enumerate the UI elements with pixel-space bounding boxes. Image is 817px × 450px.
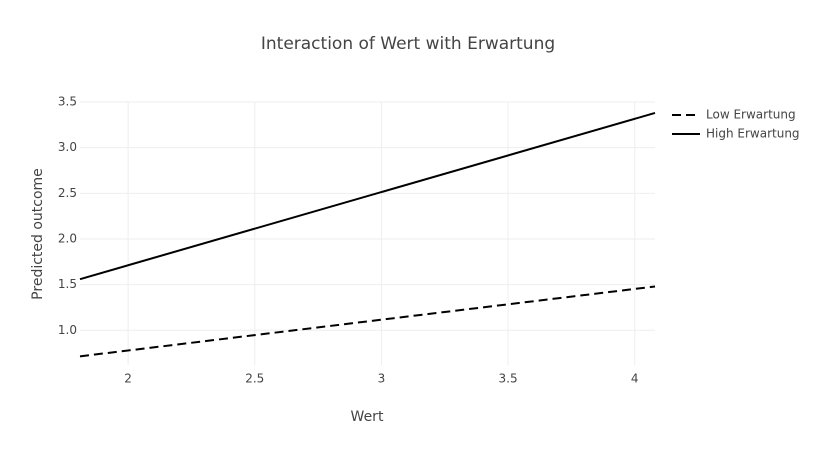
- y-tick-label: 1.0: [58, 323, 77, 337]
- y-axis-title: Predicted outcome: [30, 168, 46, 300]
- y-tick-label: 2.5: [58, 186, 77, 200]
- y-tick-label: 2.0: [58, 231, 77, 245]
- x-axis-title: Wert: [351, 409, 384, 425]
- x-tick-label: 4: [631, 372, 639, 386]
- line: [79, 111, 656, 281]
- x-tick-label: 3.5: [499, 372, 518, 386]
- x-tick-label: 2.5: [245, 372, 264, 386]
- x-tick-label: 2: [124, 372, 132, 386]
- chart-title: Interaction of Wert with Erwartung: [261, 34, 555, 54]
- y-tick-label: 1.5: [58, 277, 77, 291]
- y-tick-label: 3.5: [58, 95, 77, 109]
- y-tick-label: 3.0: [58, 140, 77, 154]
- legend-label: Low Erwartung: [706, 108, 796, 122]
- line: [79, 285, 656, 358]
- x-tick-label: 3: [378, 372, 386, 386]
- legend-label: High Erwartung: [706, 127, 800, 141]
